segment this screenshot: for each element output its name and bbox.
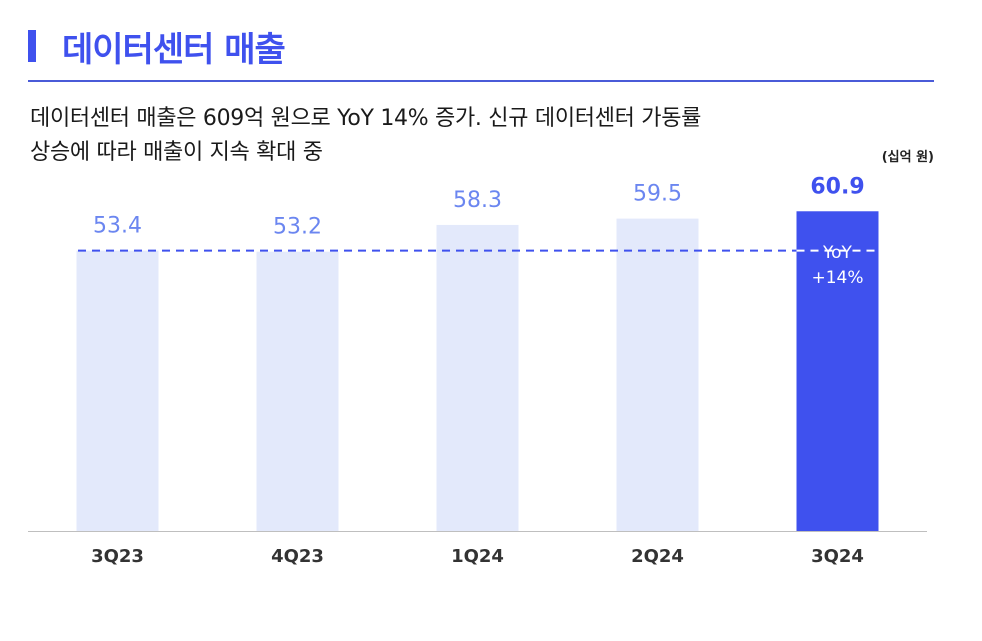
x-tick-label-1Q24: 1Q24 xyxy=(451,546,504,567)
unit-label: (십억 원) xyxy=(881,150,934,165)
subtitle-line-2: 상승에 따라 매출이 지속 확대 중 xyxy=(30,140,323,165)
bar-3Q24 xyxy=(796,211,879,531)
data-label-1Q24: 58.3 xyxy=(453,188,502,213)
data-label-3Q23: 53.4 xyxy=(93,214,142,239)
data-label-4Q23: 53.2 xyxy=(273,215,322,240)
x-tick-label-2Q24: 2Q24 xyxy=(631,546,684,567)
x-tick-label-3Q23: 3Q23 xyxy=(91,546,144,567)
x-tick-label-3Q24: 3Q24 xyxy=(811,546,864,567)
bar-1Q24 xyxy=(436,224,519,532)
data-label-2Q24: 59.5 xyxy=(633,182,682,207)
bar-3Q23 xyxy=(76,250,159,531)
page-title: 데이터센터 매출 xyxy=(62,30,286,70)
title-accent-bar xyxy=(28,30,36,62)
page-subtitle: 데이터센터 매출은 609억 원으로 YoY 14% 증가. 신규 데이터센터 … xyxy=(30,102,850,170)
data-label-3Q24: 60.9 xyxy=(810,174,864,199)
bar-2Q24 xyxy=(616,218,699,531)
x-tick-label-4Q23: 4Q23 xyxy=(271,546,324,567)
bar-4Q23 xyxy=(256,251,339,531)
yoy-annotation-value: +14% xyxy=(811,268,863,288)
yoy-annotation-label: YoY xyxy=(822,243,853,263)
title-divider xyxy=(28,80,934,82)
subtitle-line-1: 데이터센터 매출은 609억 원으로 YoY 14% 증가. 신규 데이터센터 … xyxy=(30,106,702,131)
